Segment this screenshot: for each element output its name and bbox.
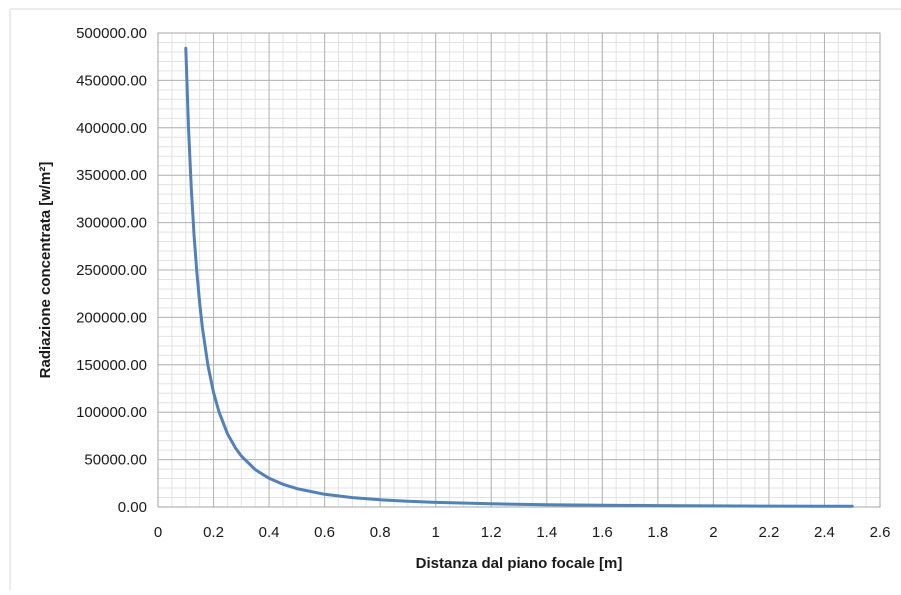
x-tick-label: 0	[154, 524, 162, 541]
y-tick-label: 100000.00	[76, 404, 147, 421]
plot-area-border	[157, 32, 881, 508]
x-tick-label: 1.2	[481, 524, 502, 541]
x-tick-label: 1	[432, 524, 440, 541]
x-tick-label: 0.2	[203, 524, 224, 541]
x-tick-label: 2	[709, 524, 717, 541]
y-tick-label: 350000.00	[76, 167, 147, 184]
y-tick-label: 300000.00	[76, 215, 147, 232]
x-tick-label: 2.4	[814, 524, 835, 541]
y-tick-label: 0.00	[118, 499, 147, 516]
y-tick-label: 400000.00	[76, 120, 147, 137]
x-tick-label: 1.8	[647, 524, 668, 541]
y-tick-label: 200000.00	[76, 309, 147, 326]
x-tick-label: 1.6	[592, 524, 613, 541]
x-axis-tick-labels: 0 0.2 0.4 0.6 0.8 1 1.2 1.4 1.6 1.8 2 2.2 2.4 2.6	[154, 524, 891, 541]
x-tick-label: 1.4	[536, 524, 557, 541]
y-tick-label: 500000.00	[76, 25, 147, 42]
y-axis-title: Radiazione concentrata [w/m²]	[37, 162, 54, 379]
x-tick-label: 0.4	[259, 524, 280, 541]
x-axis-title: Distanza dal piano focale [m]	[416, 555, 623, 572]
y-tick-label: 50000.00	[84, 452, 147, 469]
y-tick-label: 450000.00	[76, 72, 147, 89]
x-tick-label: 2.2	[758, 524, 779, 541]
y-tick-label: 150000.00	[76, 357, 147, 374]
x-tick-label: 2.6	[870, 524, 891, 541]
x-tick-label: 0.6	[314, 524, 335, 541]
y-axis-tick-labels: 0.00 50000.00 100000.00 150000.00 200000.00 2…	[76, 25, 147, 516]
series-line	[184, 46, 854, 508]
y-tick-label: 250000.00	[76, 262, 147, 279]
series-layer	[184, 46, 854, 508]
x-tick-label: 0.8	[370, 524, 391, 541]
